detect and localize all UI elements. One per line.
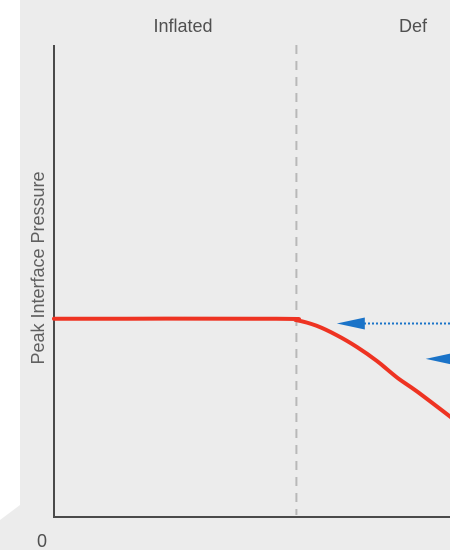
annotation-arrowhead-0 (336, 317, 365, 330)
series-line-0 (52, 316, 450, 420)
y-tick-label-zero: 0 (37, 531, 47, 550)
region-label-inflated: Inflated (153, 16, 212, 36)
series-layer (52, 316, 450, 420)
annotation-layer (336, 317, 450, 365)
annotation-arrowhead-1 (425, 353, 450, 365)
y-axis-label: Peak Interface Pressure (28, 171, 48, 364)
region-label-deflated: Def (399, 16, 428, 36)
